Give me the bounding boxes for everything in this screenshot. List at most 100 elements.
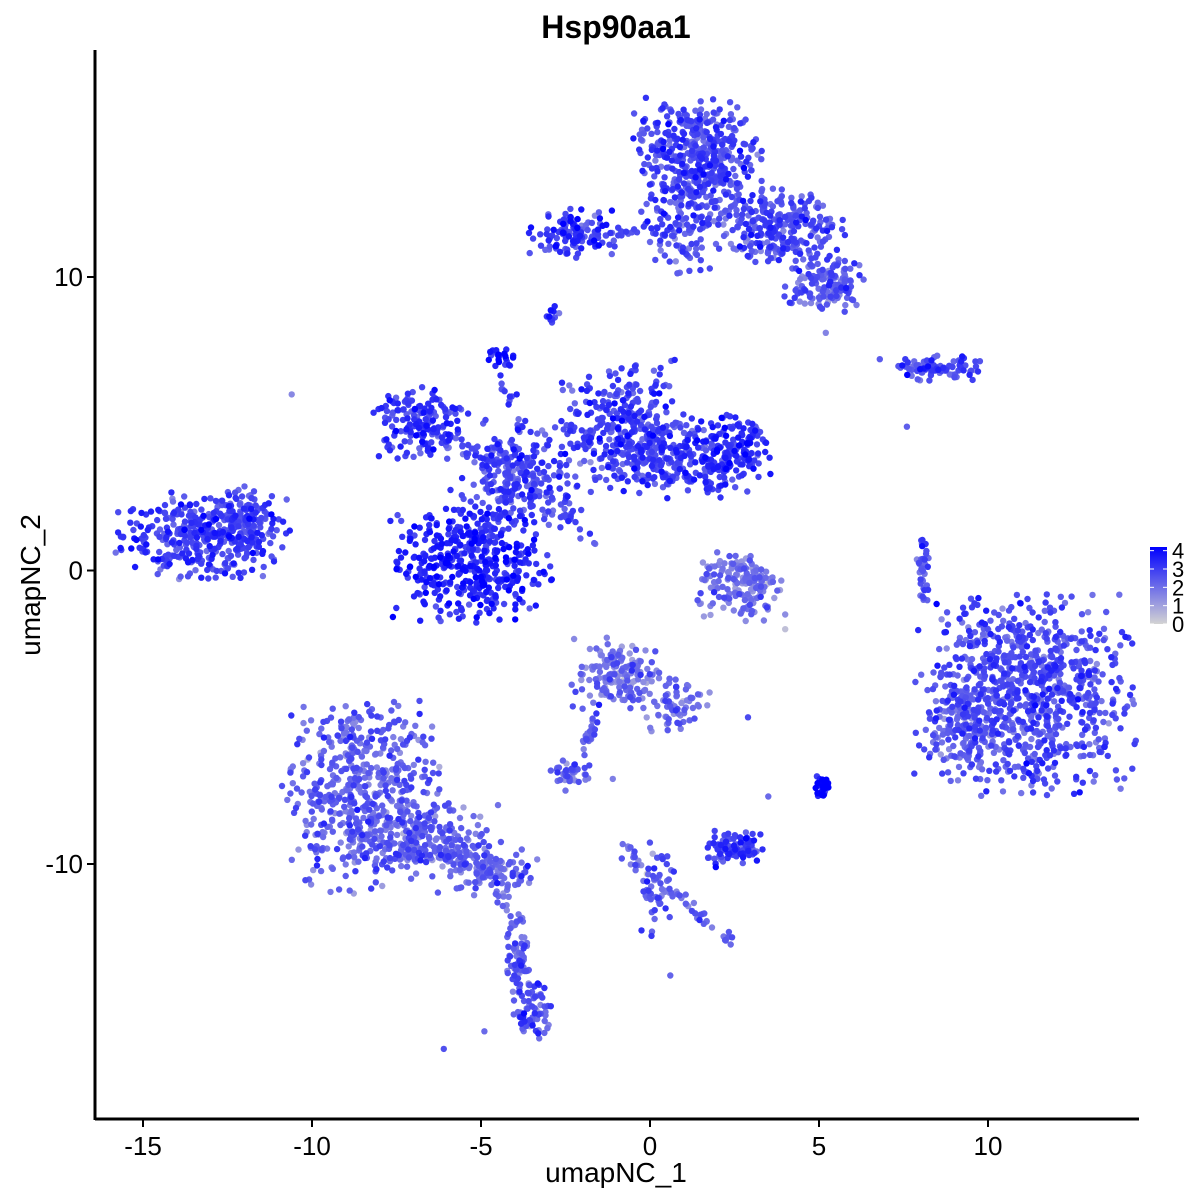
data-point	[1054, 778, 1061, 785]
data-point	[727, 111, 735, 118]
data-point	[663, 164, 671, 171]
data-point	[977, 748, 984, 755]
data-point	[1052, 710, 1059, 718]
data-point	[975, 681, 983, 689]
data-point	[1086, 751, 1094, 759]
data-point	[1117, 785, 1124, 792]
data-point	[694, 691, 702, 698]
data-point	[1131, 740, 1138, 748]
data-point	[626, 650, 633, 657]
data-point	[957, 698, 964, 705]
data-point	[710, 571, 718, 578]
data-point	[327, 808, 334, 815]
data-point	[724, 568, 732, 576]
data-point	[487, 480, 495, 488]
data-point	[808, 194, 815, 201]
data-point	[491, 435, 498, 443]
data-point	[398, 797, 405, 804]
data-point	[978, 766, 986, 773]
data-point	[495, 498, 502, 505]
data-point	[665, 240, 672, 247]
data-point	[467, 852, 475, 859]
data-point	[181, 518, 189, 525]
data-point	[584, 226, 591, 234]
data-point	[984, 694, 991, 702]
data-point	[717, 494, 724, 501]
data-point	[816, 213, 824, 220]
data-point	[442, 414, 450, 421]
data-point	[674, 719, 681, 726]
data-point	[492, 855, 500, 863]
data-point	[648, 130, 655, 137]
data-point	[807, 261, 814, 268]
data-point	[687, 192, 694, 199]
data-point	[1068, 659, 1075, 666]
data-point	[991, 707, 998, 715]
data-point	[355, 724, 362, 732]
data-point	[594, 719, 601, 726]
data-point	[791, 294, 798, 301]
data-point	[337, 737, 344, 745]
data-point	[731, 124, 738, 132]
data-point	[648, 932, 655, 940]
data-point	[737, 610, 744, 617]
data-point	[648, 225, 655, 232]
data-point	[625, 440, 633, 448]
data-point	[329, 828, 336, 835]
data-point	[440, 1045, 447, 1053]
data-point	[930, 669, 937, 676]
data-point	[778, 577, 785, 584]
data-point	[955, 763, 963, 771]
data-point	[355, 826, 362, 833]
data-point	[283, 496, 290, 503]
data-point	[456, 814, 464, 822]
data-point	[642, 647, 649, 654]
data-point	[758, 566, 765, 573]
data-point	[594, 416, 602, 423]
data-point	[586, 762, 593, 769]
data-point	[1096, 709, 1103, 717]
data-point	[731, 832, 739, 839]
data-point	[769, 578, 777, 585]
data-point	[808, 255, 815, 262]
data-point	[814, 250, 821, 257]
data-point	[667, 972, 674, 979]
data-point	[495, 467, 502, 475]
data-point	[1048, 785, 1055, 792]
data-point	[689, 704, 697, 712]
data-point	[666, 383, 673, 390]
data-point	[156, 548, 163, 556]
data-point	[1042, 599, 1049, 606]
data-point	[734, 104, 741, 111]
data-point	[971, 714, 978, 721]
data-point	[664, 853, 671, 860]
data-point	[235, 523, 242, 530]
data-point	[672, 220, 679, 227]
data-point	[775, 211, 782, 219]
data-point	[681, 706, 688, 714]
data-point	[649, 872, 657, 880]
data-point	[343, 787, 351, 794]
data-point	[999, 788, 1007, 795]
data-point	[522, 967, 530, 975]
data-point	[494, 801, 502, 809]
data-point	[591, 726, 599, 733]
data-point	[714, 549, 721, 556]
data-point	[311, 780, 318, 787]
data-point	[644, 665, 651, 673]
data-point	[1102, 709, 1109, 717]
data-point	[1057, 707, 1064, 714]
data-point	[923, 357, 931, 364]
data-point	[856, 262, 863, 269]
data-point	[422, 858, 430, 866]
data-point	[758, 177, 765, 185]
data-point	[621, 683, 628, 690]
data-point	[523, 454, 530, 462]
data-point	[661, 174, 668, 181]
data-point	[1084, 609, 1092, 616]
data-point	[912, 678, 919, 686]
data-point	[1087, 632, 1094, 639]
data-point	[690, 223, 697, 230]
data-point	[525, 879, 533, 887]
data-point	[1092, 646, 1099, 654]
